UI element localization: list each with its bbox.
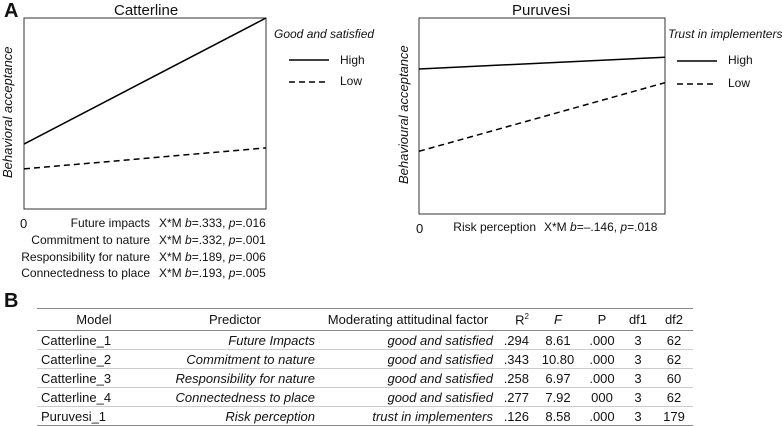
cell-f: 8.61: [533, 330, 583, 350]
chart1-legend-low: Low: [340, 74, 363, 88]
cell-r2: .343: [497, 349, 533, 369]
chart2-anno-stat-1: X*M b=–.146, p=.018: [544, 220, 658, 234]
table-row: Catterline_1 Future Impacts good and sat…: [37, 330, 693, 350]
chart2-legend-high: High: [728, 53, 753, 67]
cell-p: 000: [583, 387, 621, 407]
chart2-legend-title: Trust in implementers: [668, 27, 782, 41]
table-header-row: Model Predictor Moderating attitudinal f…: [37, 308, 693, 331]
cell-predictor: Risk perception: [151, 406, 319, 426]
chart1-anno-label-1: Future impacts: [70, 216, 150, 230]
cell-predictor: Connectedness to place: [151, 387, 319, 407]
cell-df2: 60: [655, 368, 693, 388]
chart1-anno-stat-2: X*M b=.332, p=.001: [159, 233, 266, 247]
cell-model: Catterline_4: [37, 387, 151, 407]
cell-moderating: good and satisfied: [319, 368, 497, 388]
cell-f: 7.92: [533, 387, 583, 407]
cell-model: Catterline_1: [37, 330, 151, 350]
header-predictor: Predictor: [151, 308, 319, 331]
chart2-x-origin: 0: [416, 221, 424, 236]
cell-r2: .277: [497, 387, 533, 407]
chart1-anno-stat-1: X*M b=.333, p=.016: [159, 216, 266, 230]
chart2-legend-low: Low: [728, 76, 751, 90]
cell-df2: 179: [655, 406, 693, 426]
table-row: Puruvesi_1 Risk perception trust in impl…: [37, 406, 693, 426]
cell-df2: 62: [655, 387, 693, 407]
cell-f: 8.58: [533, 406, 583, 426]
cell-f: 10.80: [533, 349, 583, 369]
cell-df2: 62: [655, 330, 693, 350]
panel-a-label: A: [4, 0, 19, 22]
chart1-title: Catterline: [114, 2, 179, 19]
chart2-anno-label-1: Risk perception: [453, 220, 536, 234]
header-df1: df1: [621, 308, 655, 331]
cell-predictor: Responsibility for nature: [151, 368, 319, 388]
header-df2: df2: [655, 308, 693, 331]
panel-b-label: B: [4, 290, 19, 312]
chart2-line-low: [418, 81, 666, 153]
chart1-frame: [23, 17, 267, 210]
chart2-line-high: [418, 56, 666, 70]
chart1-anno-label-4: Connectedness to place: [21, 266, 150, 280]
cell-p: .000: [583, 330, 621, 350]
results-table: Model Predictor Moderating attitudinal f…: [37, 308, 693, 426]
chart1-line-low: [23, 147, 267, 170]
cell-moderating: good and satisfied: [319, 330, 497, 350]
chart2-title: Puruvesi: [512, 2, 571, 19]
cell-df2: 62: [655, 349, 693, 369]
cell-predictor: Commitment to nature: [151, 349, 319, 369]
cell-r2: .294: [497, 330, 533, 350]
header-model: Model: [37, 308, 151, 331]
chart1-anno-label-2: Commitment to nature: [31, 233, 150, 247]
table-row: Catterline_2 Commitment to nature good a…: [37, 349, 693, 369]
cell-predictor: Future Impacts: [151, 330, 319, 350]
cell-r2: .258: [497, 368, 533, 388]
cell-df1: 3: [621, 330, 655, 350]
cell-moderating: good and satisfied: [319, 349, 497, 369]
chart1-x-origin: 0: [20, 216, 28, 231]
chart1-legend-high: High: [340, 53, 365, 67]
chart1-anno-stat-3: X*M b=.189, p=.006: [159, 250, 266, 264]
cell-moderating: good and satisfied: [319, 387, 497, 407]
cell-df1: 3: [621, 349, 655, 369]
header-moderating: Moderating attitudinal factor: [319, 308, 497, 331]
chart2-frame: [418, 17, 666, 215]
cell-model: Catterline_2: [37, 349, 151, 369]
cell-df1: 3: [621, 387, 655, 407]
cell-moderating: trust in implementers: [319, 406, 497, 426]
cell-model: Catterline_3: [37, 368, 151, 388]
cell-f: 6.97: [533, 368, 583, 388]
cell-df1: 3: [621, 368, 655, 388]
cell-p: .000: [583, 368, 621, 388]
chart1-line-high: [23, 17, 267, 145]
cell-df1: 3: [621, 406, 655, 426]
chart1-anno-stat-4: X*M b=.193, p=.005: [159, 266, 266, 280]
header-p: P: [583, 308, 621, 331]
cell-r2: .126: [497, 406, 533, 426]
header-r2: R2: [497, 308, 533, 331]
chart1-legend-title: Good and satisfied: [274, 27, 375, 41]
cell-p: .000: [583, 349, 621, 369]
table-row: Catterline_4 Connectedness to place good…: [37, 387, 693, 407]
cell-model: Puruvesi_1: [37, 406, 151, 426]
cell-p: .000: [583, 406, 621, 426]
header-f: F: [533, 308, 583, 331]
table-row: Catterline_3 Responsibility for nature g…: [37, 368, 693, 388]
chart1-anno-label-3: Responsibility for nature: [21, 250, 150, 264]
